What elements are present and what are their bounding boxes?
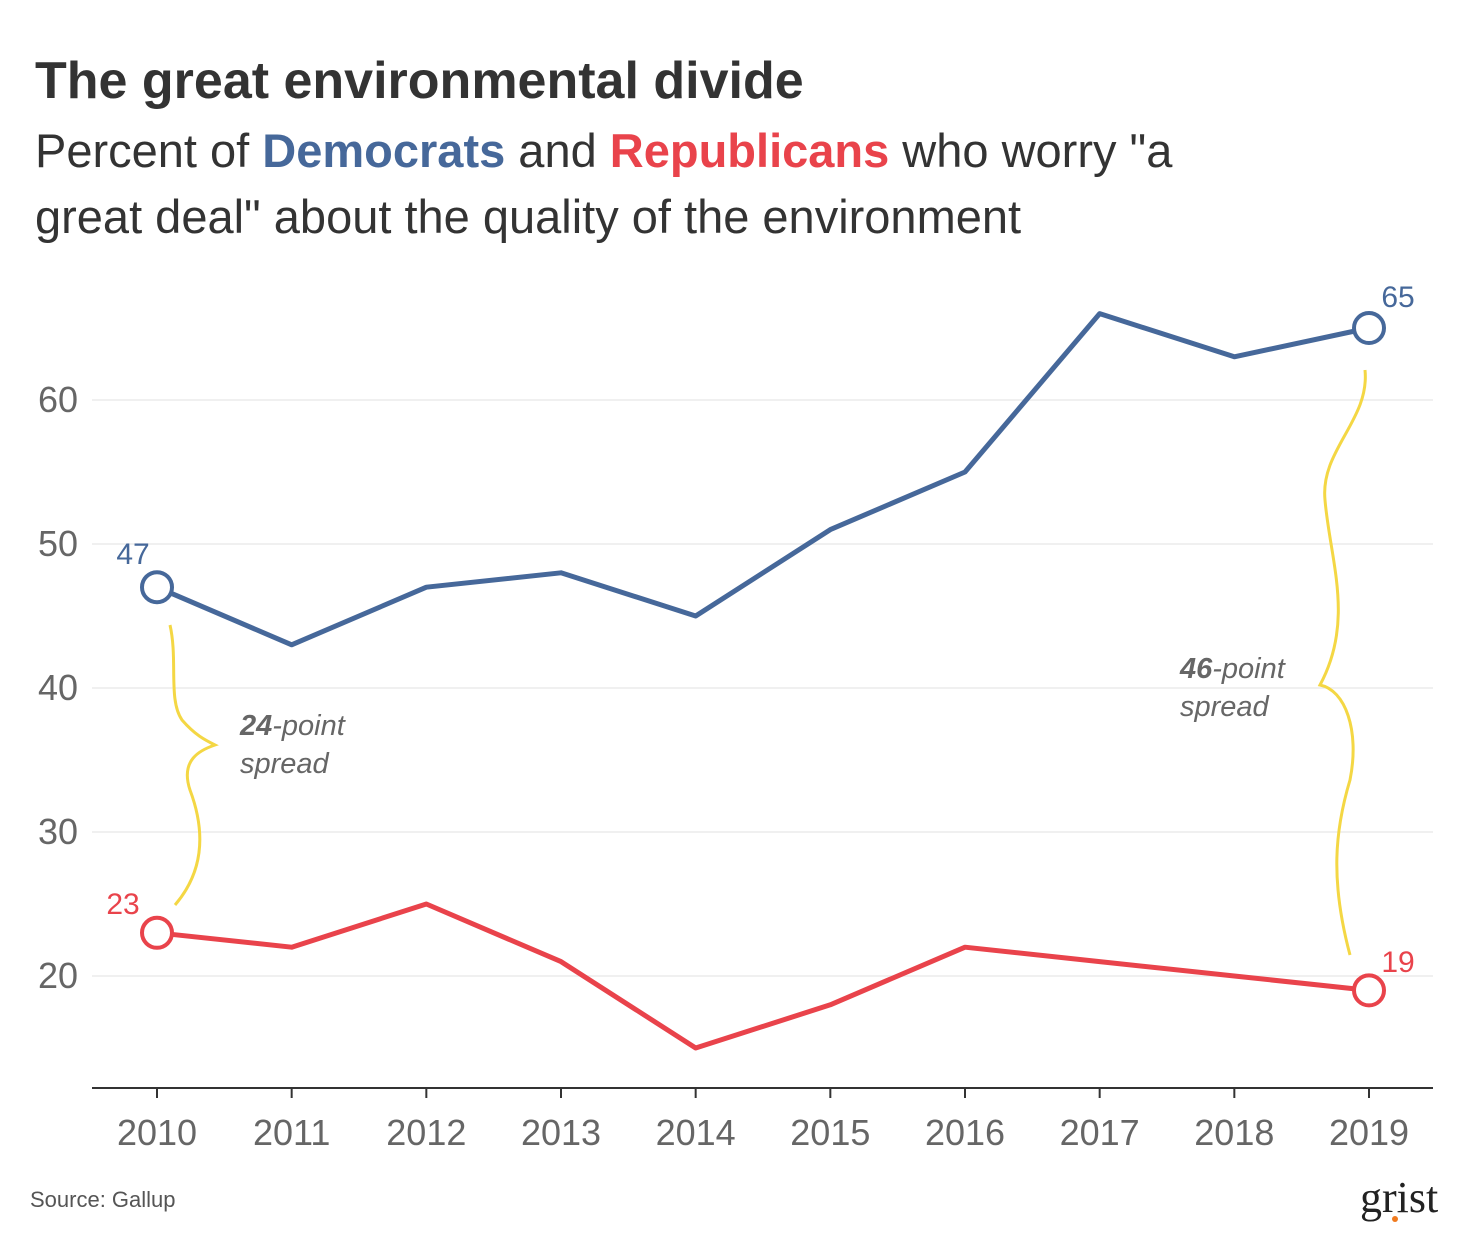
brace-2019	[1317, 369, 1367, 956]
chart-subtitle-line1: Percent of Democrats and Republicans who…	[35, 124, 1173, 177]
series-line-republicans	[156, 901, 1370, 1051]
series-line-democrats	[156, 311, 1370, 648]
endpoint-marker-democrats	[140, 570, 174, 605]
endpoint-marker-democrats	[1352, 311, 1386, 345]
y-tick-label: 40	[38, 667, 78, 708]
x-tick-label: 2018	[1194, 1112, 1274, 1153]
endpoint-marker-republicans	[140, 915, 174, 950]
x-tick-label: 2011	[253, 1112, 330, 1153]
spread-annotation-2010: 24-point	[239, 710, 347, 742]
chart-title: The great environmental divide	[35, 52, 804, 110]
y-tick-label: 60	[38, 379, 78, 420]
x-tick-label: 2015	[790, 1112, 870, 1153]
y-tick-label: 20	[38, 955, 78, 996]
label-rep-2010: 23	[106, 888, 139, 921]
x-tick-label: 2014	[656, 1112, 736, 1153]
republicans-legend: Republicans	[610, 124, 889, 177]
label-rep-2019: 19	[1381, 946, 1414, 979]
label-dem-2010: 47	[116, 538, 149, 571]
x-tick-label: 2013	[521, 1112, 601, 1153]
x-tick-label: 2012	[386, 1112, 466, 1153]
spread-annotation-2010-line2: spread	[240, 748, 330, 780]
x-tick-label: 2019	[1329, 1112, 1409, 1153]
x-tick-label: 2016	[925, 1112, 1005, 1153]
logo-dot	[1392, 1216, 1398, 1222]
endpoint-marker-republicans	[1352, 973, 1386, 1008]
grist-logo: grist	[1360, 1173, 1438, 1222]
democrats-legend: Democrats	[262, 124, 505, 177]
source-note: Source: Gallup	[30, 1187, 176, 1212]
spread-annotation-2019-line2: spread	[1180, 691, 1270, 723]
y-tick-label: 50	[38, 523, 78, 564]
x-tick-label: 2017	[1060, 1112, 1140, 1153]
y-tick-label: 30	[38, 811, 78, 852]
spread-annotation-2019: 46-point	[1179, 653, 1287, 685]
label-dem-2019: 65	[1381, 281, 1414, 314]
brace-2010	[168, 624, 219, 906]
chart-subtitle-line2: great deal" about the quality of the env…	[35, 190, 1021, 243]
x-tick-label: 2010	[117, 1112, 197, 1153]
